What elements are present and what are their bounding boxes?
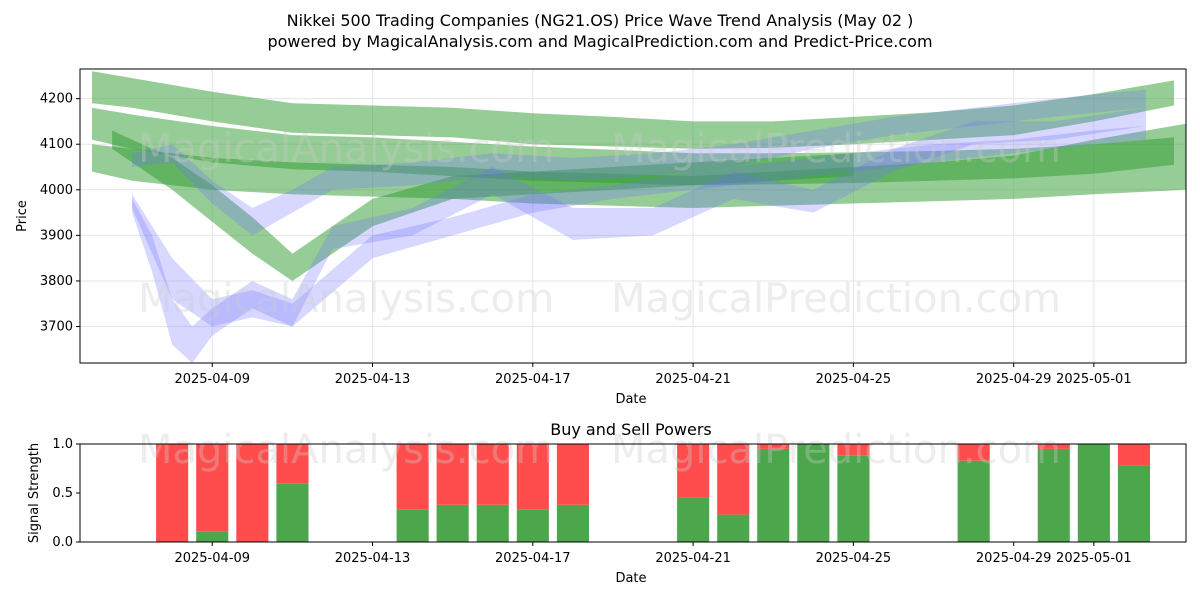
watermark-prediction-top: MagicalPrediction.com [611,126,1061,172]
watermark-analysis-mid: MagicalAnalysis.com [138,276,554,322]
chart-title-line1: Nikkei 500 Trading Companies (NG21.OS) P… [287,11,914,30]
buy-bar [476,504,509,542]
buy-bar [276,483,309,542]
signal-x-tick-label: 2025-05-01 [1056,551,1132,566]
sell-bar [236,444,269,542]
sell-bar [717,444,750,515]
price-plot-frame [79,68,1187,364]
buy-bar [717,514,750,542]
signal-x-tick-label: 2025-04-25 [816,551,892,566]
signal-y-tick-label: 1.0 [52,437,73,452]
watermark-prediction-mid: MagicalPrediction.com [611,276,1061,322]
price-band-green-3 [92,123,1186,208]
price-x-tick-label: 2025-04-29 [976,372,1052,387]
price-plot: MagicalAnalysis.com MagicalPrediction.co… [15,68,1187,407]
signal-y-tick-label: 0.0 [52,535,73,550]
sell-bar [957,444,990,461]
sell-bar [476,444,509,505]
price-y-ticks: 3700 3800 3900 4000 4100 4200 [40,92,80,335]
sell-bar [837,444,870,456]
signal-plot: Buy and Sell Powers MagicalAnalysis.com … [27,420,1187,586]
signal-x-tick-label: 2025-04-29 [976,551,1052,566]
price-band-blue-2 [132,107,1146,363]
price-x-tick-label: 2025-04-09 [174,372,250,387]
signal-x-ticks: 2025-04-09 2025-04-13 2025-04-17 2025-04-21… [174,542,1132,566]
sell-bar [276,444,309,484]
sell-bar [436,444,469,505]
buy-bar [757,448,790,542]
signal-x-tick-label: 2025-04-21 [655,551,731,566]
buy-bar [516,509,549,542]
price-bands [92,71,1186,363]
signal-x-tick-label: 2025-04-09 [174,551,250,566]
price-band-blue-1 [132,126,1146,327]
signal-x-tick-label: 2025-04-13 [335,551,411,566]
sell-bar [556,444,589,505]
price-y-tick-label: 3700 [40,320,73,335]
signal-bars [156,444,1150,542]
buy-bar [556,504,589,542]
price-y-tick-label: 3800 [40,274,73,289]
sell-bar [1117,444,1150,466]
watermark-analysis-bottom: MagicalAnalysis.com [138,427,554,473]
price-x-tick-label: 2025-05-01 [1056,372,1132,387]
price-y-tick-label: 3900 [40,228,73,243]
signal-y-axis-label: Signal Strength [27,443,42,543]
price-x-tick-label: 2025-04-13 [335,372,411,387]
price-x-axis-label: Date [615,392,646,407]
signal-y-tick-label: 0.5 [52,486,73,501]
buy-bar [797,444,830,542]
sell-bar [1037,444,1070,449]
sell-bar [156,444,189,542]
signal-y-ticks: 0.0 0.5 1.0 [52,437,80,550]
watermark-analysis-top: MagicalAnalysis.com [138,126,554,172]
sell-bar [757,444,790,449]
price-y-axis-label: Price [15,200,30,232]
buy-bar [837,455,870,542]
signal-x-tick-label: 2025-04-17 [495,551,571,566]
buy-bar [1077,444,1110,542]
sell-bar [516,444,549,510]
sell-bar [196,444,229,532]
price-y-tick-label: 4000 [40,183,73,198]
buy-bar [677,497,710,542]
price-band-green-4 [112,130,854,281]
buy-bar [196,531,229,542]
price-y-tick-label: 4200 [40,92,73,107]
signal-x-axis-label: Date [615,571,646,586]
buy-bar [396,509,429,542]
price-band-green-1 [92,71,1174,149]
price-x-ticks: 2025-04-09 2025-04-13 2025-04-17 2025-04-21… [174,363,1132,387]
price-band-blue-3 [132,89,1146,236]
price-y-tick-label: 4100 [40,137,73,152]
price-x-tick-label: 2025-04-25 [816,372,892,387]
sell-bar [677,444,710,498]
signal-title: Buy and Sell Powers [550,420,712,439]
price-x-tick-label: 2025-04-17 [495,372,571,387]
buy-bar [1117,465,1150,542]
watermark-prediction-bottom: MagicalPrediction.com [611,427,1061,473]
buy-bar [436,504,469,542]
chart-title-line2: powered by MagicalAnalysis.com and Magic… [267,32,932,51]
price-x-tick-label: 2025-04-21 [655,372,731,387]
buy-bar [957,460,990,542]
sell-bar [396,444,429,510]
buy-bar [1037,448,1070,542]
